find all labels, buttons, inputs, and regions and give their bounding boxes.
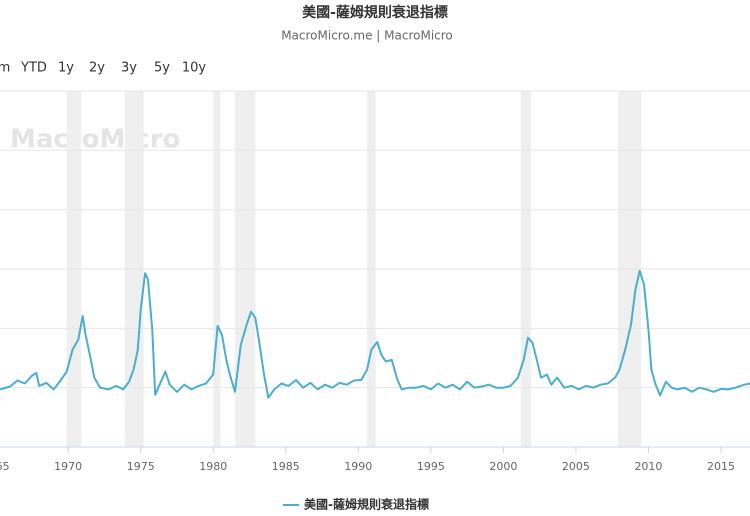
legend-label[interactable]: 美國-薩姆規則衰退指標 <box>304 497 429 512</box>
range-button[interactable]: 1y <box>58 61 74 76</box>
range-button[interactable]: m <box>0 61 10 76</box>
watermark: MacroMicro <box>10 125 180 155</box>
x-tick-label: 2000 <box>489 460 517 473</box>
x-tick-label: 1990 <box>344 460 372 473</box>
x-tick-label: 1965 <box>0 460 10 473</box>
x-tick-label: 2015 <box>707 460 735 473</box>
x-tick-label: 2005 <box>562 460 590 473</box>
x-tick-label: 1980 <box>199 460 227 473</box>
data-line <box>0 269 750 399</box>
range-button[interactable]: 3y <box>121 61 137 76</box>
range-button[interactable]: 2y <box>89 61 105 76</box>
range-button[interactable]: 5y <box>154 61 170 76</box>
x-tick-label: 2010 <box>634 460 662 473</box>
chart-subtitle: MacroMicro.me | MacroMicro <box>281 29 453 43</box>
x-tick-label: 1975 <box>127 460 155 473</box>
range-button[interactable]: YTD <box>20 61 47 76</box>
x-tick-label: 1985 <box>272 460 300 473</box>
x-tick-label: 1995 <box>417 460 445 473</box>
x-tick-label: 1970 <box>54 460 82 473</box>
chart-title: 美國-薩姆規則衰退指標 <box>302 4 448 21</box>
range-button[interactable]: 10y <box>182 61 207 76</box>
